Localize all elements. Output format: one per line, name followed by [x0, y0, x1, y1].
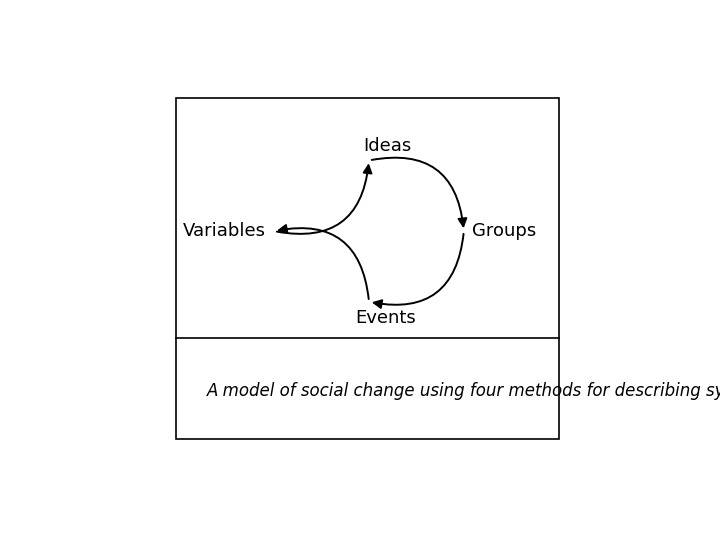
Text: Variables: Variables	[183, 222, 266, 240]
FancyArrowPatch shape	[372, 158, 467, 226]
FancyArrowPatch shape	[374, 234, 464, 308]
FancyArrowPatch shape	[279, 225, 369, 299]
Text: A model of social change using four methods for describing systems: A model of social change using four meth…	[207, 382, 720, 400]
Text: Events: Events	[355, 309, 416, 327]
Text: Groups: Groups	[472, 222, 536, 240]
FancyArrowPatch shape	[277, 165, 372, 234]
Text: Ideas: Ideas	[364, 137, 412, 155]
Bar	[176, 98, 559, 439]
